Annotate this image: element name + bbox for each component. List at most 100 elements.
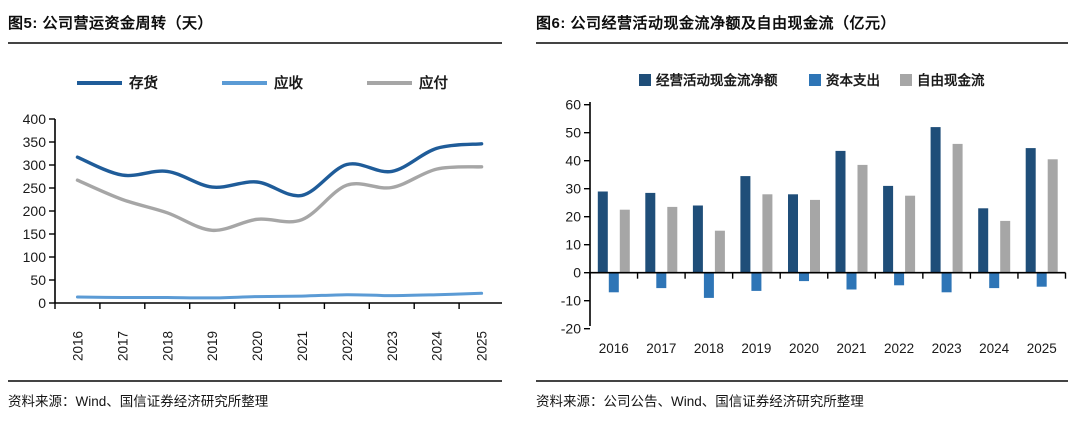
y-tick-label: 10 [565,237,581,253]
x-tick-label: 2024 [979,341,1010,356]
legend-label: 自由现金流 [917,72,985,88]
bar-0 [1025,148,1036,273]
y-tick-label: 100 [23,249,47,265]
bar-group-2017 [645,192,678,289]
y-tick-label: 150 [23,226,47,242]
line-chart-axes: 0 50 100 150 200 250 300 350 400 2016 2017 2018 2019… [23,111,502,361]
x-tick-label: 2019 [741,341,771,356]
bar-1 [799,272,809,282]
bar-1 [989,272,1000,289]
bar-1 [941,272,952,293]
legend-square-swatch [809,74,821,86]
bar-1 [608,272,619,293]
y-tick-label: 20 [565,209,581,225]
bar-1 [846,272,857,290]
bar-2 [1047,159,1058,273]
y-tick-label: 50 [30,272,46,288]
x-tick-label: 2023 [385,331,400,361]
source-note-fig5: 资料来源：Wind、国信证券经济研究所整理 [8,380,502,410]
bar-2 [857,164,868,273]
bar-2 [952,143,963,273]
x-tick-label: 2024 [430,330,445,361]
x-tick-label: 2016 [599,341,629,356]
bar-group-2024 [978,208,1011,289]
bar-2 [762,194,773,273]
y-tick-label: 0 [38,295,46,311]
bar-group-2025 [1025,148,1058,287]
bar-1 [1036,272,1047,287]
cash-flow-chart-panel: 图6: 公司经营活动现金流净额及自由现金流（亿元） 经营活动现金流净额 资本支出 自… [536,8,1068,410]
x-tick-label: 2018 [694,341,724,356]
bar-0 [883,185,894,273]
bar-2 [1000,220,1011,273]
legend-label: 应收 [274,74,303,92]
x-tick-label: 2017 [115,331,130,361]
bar-1 [703,272,714,298]
source-note-fig6: 资料来源：公司公告、Wind、国信证券经济研究所整理 [536,380,1068,410]
bar-2 [810,199,820,273]
x-tick-label: 2021 [837,341,867,356]
y-tick-label: 200 [23,203,47,219]
y-tick-label: 400 [23,111,47,127]
bar-0 [978,208,989,273]
x-tick-label: 2018 [160,331,175,361]
y-tick-label: 60 [565,97,581,113]
x-tick-label: 2025 [1027,341,1057,356]
x-tick-label: 2022 [340,331,355,361]
legend-label: 经营活动现金流净额 [656,72,778,88]
x-tick-label: 2025 [475,331,490,361]
bar-2 [667,206,678,273]
legend-label: 存货 [129,74,158,92]
bar-group-2021 [835,150,868,290]
legend-square-swatch [639,74,651,86]
y-tick-label: -20 [561,321,581,337]
bar-0 [930,127,941,273]
bar-group-2023 [930,127,963,293]
bar-group-2018 [692,205,725,298]
working-capital-chart-panel: 图5: 公司营运资金周转（天） 存货 应收 应付 0 50 100 150 200 250 300… [8,8,502,410]
x-tick-label: 2016 [70,331,85,361]
y-tick-label: 30 [565,181,581,197]
line-series-2 [75,165,484,233]
bar-group-2020 [788,194,820,282]
bar-1 [751,272,762,291]
bar-chart-legend: 经营活动现金流净额 资本支出 自由现金流 [639,72,985,88]
y-tick-label: -10 [561,293,581,309]
cash-flow-bar-chart: 经营活动现金流净额 资本支出 自由现金流 -20 -10 0 10 20 30 40 50 60 201… [561,72,1067,356]
bar-0 [788,194,798,273]
bar-0 [740,176,751,273]
y-tick-label: 300 [23,157,47,173]
y-tick-label: 40 [565,153,581,169]
bar-1 [656,272,667,289]
bar-0 [597,191,608,273]
x-tick-label: 2020 [250,331,265,361]
chart-title-fig5: 图5: 公司营运资金周转（天） [8,8,502,44]
x-tick-label: 2022 [884,341,914,356]
x-tick-label: 2020 [789,341,819,356]
x-tick-label: 2023 [932,341,962,356]
working-capital-line-chart: 存货 应收 应付 0 50 100 150 200 250 300 350 400 2016 2017 20… [23,74,502,361]
bar-0 [645,192,656,273]
y-tick-label: 350 [23,134,47,150]
bar-group-2022 [883,185,916,286]
chart-title-fig6: 图6: 公司经营活动现金流净额及自由现金流（亿元） [536,8,1068,44]
legend-label: 应付 [419,74,448,92]
bar-group-2019 [740,176,773,291]
x-tick-label: 2021 [295,331,310,361]
x-tick-label: 2019 [205,331,220,361]
bar-1 [894,272,905,286]
line-series-1 [75,291,484,300]
bar-2 [619,209,630,273]
bar-chart-axes: -20 -10 0 10 20 30 40 50 60 2016 2017 2018 2019 2020 2… [561,97,1067,356]
y-tick-label: 50 [565,125,581,141]
bar-2 [714,230,725,273]
bar-0 [835,150,846,273]
x-tick-label: 2017 [646,341,676,356]
bar-2 [905,195,916,273]
line-series-0 [75,142,484,198]
legend-square-swatch [900,74,912,86]
line-chart-legend: 存货 应收 应付 [77,74,448,92]
bar-group-2016 [597,191,630,293]
bar-0 [692,205,703,273]
y-tick-label: 250 [23,180,47,196]
